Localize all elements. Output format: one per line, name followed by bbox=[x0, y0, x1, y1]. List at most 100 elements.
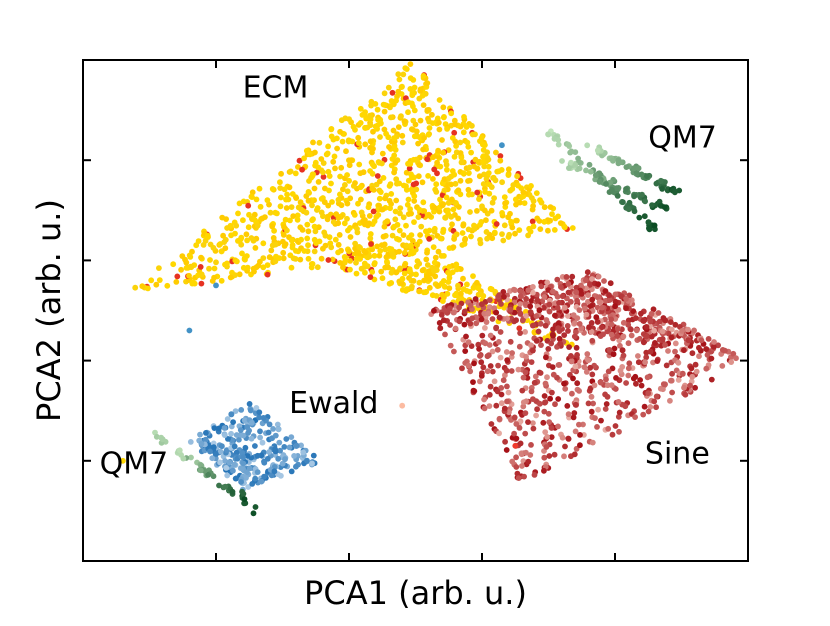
point-ewald bbox=[272, 432, 279, 439]
point-sine bbox=[533, 412, 539, 419]
point-ecm bbox=[497, 153, 504, 159]
point-sine bbox=[672, 348, 678, 355]
point-qm7-upper bbox=[645, 219, 652, 226]
point-ewald bbox=[252, 475, 259, 482]
point-ecm bbox=[341, 220, 348, 227]
point-qm7-lower bbox=[216, 482, 222, 489]
point-sine bbox=[612, 298, 619, 305]
point-ecm bbox=[489, 235, 496, 242]
point-qm7-upper bbox=[672, 189, 678, 196]
point-ewald bbox=[224, 472, 231, 479]
point-sine bbox=[523, 353, 529, 360]
point-sine bbox=[541, 294, 548, 300]
point-ecm bbox=[381, 108, 388, 115]
point-ecm bbox=[467, 209, 473, 215]
point-ecm bbox=[386, 245, 393, 252]
point-ecm bbox=[389, 232, 396, 239]
point-ecm bbox=[449, 221, 455, 228]
point-ecm bbox=[211, 265, 218, 272]
point-ecm bbox=[228, 232, 235, 239]
point-sine bbox=[733, 355, 739, 362]
point-ecm bbox=[451, 153, 458, 160]
point-sine bbox=[515, 475, 522, 481]
point-ewald bbox=[261, 459, 268, 466]
point-ewald bbox=[233, 449, 240, 456]
point-ecm bbox=[388, 114, 394, 121]
point-ecm bbox=[315, 179, 322, 185]
point-sine bbox=[557, 340, 563, 347]
point-sine bbox=[530, 289, 536, 296]
point-sine bbox=[555, 396, 562, 402]
point-ecm bbox=[400, 214, 407, 221]
point-sine bbox=[431, 307, 437, 314]
point-qm7-lower bbox=[180, 455, 187, 462]
point-ecm bbox=[385, 84, 392, 91]
point-sine bbox=[617, 367, 624, 374]
point-ecm bbox=[254, 222, 261, 229]
point-ecm bbox=[347, 138, 353, 144]
point-ecm bbox=[501, 194, 508, 201]
point-sine bbox=[583, 369, 590, 375]
point-sine bbox=[565, 411, 572, 418]
point-ecm bbox=[491, 229, 498, 236]
point-ecm bbox=[505, 172, 512, 179]
plot-frame bbox=[82, 59, 749, 562]
point-sine bbox=[494, 388, 501, 395]
point-ewald bbox=[230, 467, 236, 474]
point-ecm bbox=[431, 259, 438, 266]
point-sine bbox=[483, 319, 490, 325]
point-sine bbox=[436, 320, 443, 326]
point-ewald bbox=[309, 460, 315, 467]
point-ecm bbox=[405, 99, 412, 106]
point-ecm bbox=[236, 271, 243, 278]
point-sine bbox=[651, 327, 657, 334]
point-ecm bbox=[478, 135, 485, 141]
point-ecm bbox=[342, 182, 348, 188]
point-ecm bbox=[436, 97, 443, 103]
point-ecm bbox=[280, 232, 287, 238]
point-sine bbox=[478, 316, 485, 323]
point-ecm bbox=[541, 218, 548, 225]
point-sine bbox=[527, 303, 534, 310]
point-ewald bbox=[254, 452, 261, 459]
point-sine bbox=[519, 463, 525, 469]
point-ewald bbox=[231, 461, 238, 468]
point-ecm bbox=[370, 128, 376, 135]
point-ecm bbox=[460, 286, 467, 293]
point-ecm bbox=[441, 253, 447, 259]
point-qm7-lower bbox=[229, 488, 236, 495]
point-sine bbox=[654, 358, 661, 364]
point-sine bbox=[556, 299, 562, 306]
point-ewald bbox=[197, 431, 203, 438]
point-ecm bbox=[515, 182, 521, 189]
point-sine bbox=[541, 393, 548, 399]
point-sine bbox=[647, 348, 654, 355]
point-ecm bbox=[499, 179, 505, 186]
point-ecm bbox=[485, 181, 492, 187]
point-ewald bbox=[271, 464, 278, 470]
point-sine bbox=[630, 375, 637, 382]
point-ecm bbox=[366, 220, 372, 227]
point-sine bbox=[644, 374, 651, 381]
point-sine bbox=[574, 380, 581, 387]
point-sine bbox=[562, 443, 568, 450]
point-sine bbox=[603, 376, 609, 383]
point-ecm bbox=[505, 166, 512, 173]
point-ecm bbox=[391, 152, 398, 159]
point-ecm bbox=[533, 190, 540, 197]
point-ecm bbox=[403, 286, 410, 292]
point-ecm bbox=[355, 200, 361, 207]
point-ewald bbox=[226, 459, 233, 466]
point-ecm bbox=[410, 181, 417, 188]
point-sine bbox=[525, 458, 532, 465]
point-ecm bbox=[287, 217, 293, 224]
point-ewald bbox=[209, 455, 216, 462]
point-ecm bbox=[423, 288, 430, 295]
point-ecm bbox=[416, 95, 423, 102]
point-ecm bbox=[248, 193, 255, 200]
point-sine bbox=[509, 350, 515, 356]
point-ecm bbox=[352, 126, 358, 133]
point-sine bbox=[668, 334, 675, 341]
point-ecm bbox=[493, 221, 500, 227]
